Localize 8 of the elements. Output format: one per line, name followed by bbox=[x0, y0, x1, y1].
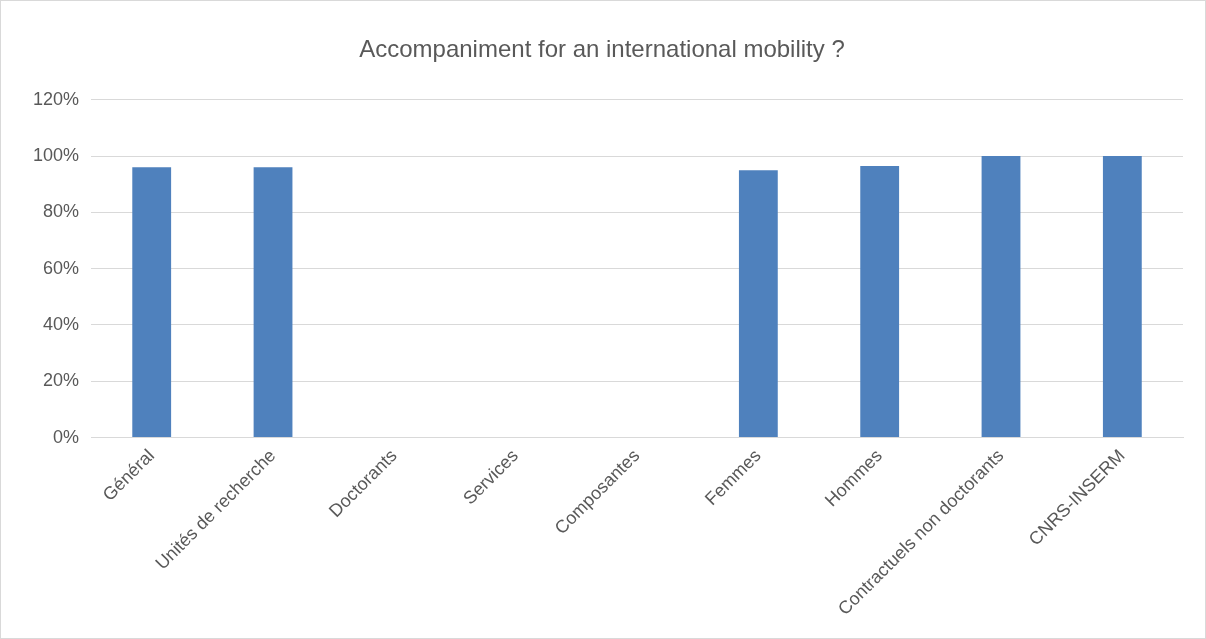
y-tick-label: 20% bbox=[43, 370, 80, 391]
y-tick-label: 60% bbox=[43, 257, 80, 278]
y-tick-label: 100% bbox=[32, 145, 80, 166]
y-tick-label: 120% bbox=[32, 88, 80, 109]
y-tick-label: 80% bbox=[43, 201, 80, 222]
chart-title: Accompaniment for an international mobility ? bbox=[359, 35, 845, 63]
y-tick-label: 40% bbox=[43, 313, 80, 334]
y-tick-label: 0% bbox=[53, 426, 80, 447]
